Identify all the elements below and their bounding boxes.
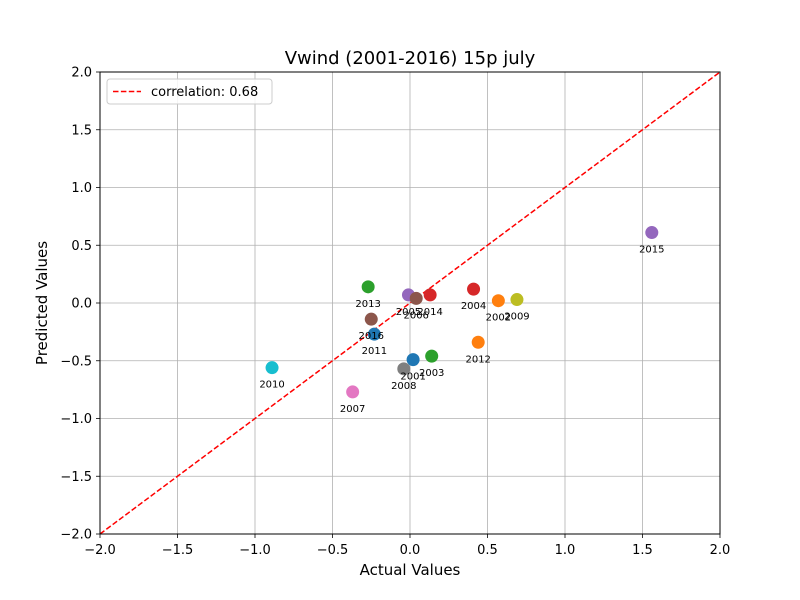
x-tick-label: −1.5 [162,543,194,558]
data-point-2015 [645,226,659,240]
data-point-2004 [467,282,481,296]
y-tick-label: −0.5 [60,354,92,369]
point-label-2005: 2005 [396,307,421,318]
y-tick-label: −1.0 [60,412,92,427]
y-tick-label: 1.5 [71,123,92,138]
point-label-2004: 2004 [461,301,486,312]
chart-title: Vwind (2001-2016) 15p july [285,48,536,69]
correlation-line [99,71,721,535]
y-tick-label: 2.0 [71,66,92,81]
data-point-2001 [406,353,420,367]
x-axis-ticks: −2.0 −1.5 −1.0 −0.5 0.0 0.5 1.0 1.5 2.0 [84,534,730,558]
point-label-2002: 2002 [486,313,511,324]
y-tick-label: −2.0 [60,528,92,543]
x-tick-label: 0.0 [400,543,421,558]
data-point-2010 [265,361,279,375]
legend-box [106,78,273,105]
data-point-2014 [423,288,437,302]
x-tick-label: −0.5 [317,543,349,558]
y-tick-label: −1.5 [60,470,92,485]
legend-entry-correlation: correlation: 0.68 [151,85,258,100]
y-tick-label: 0.5 [71,239,92,254]
data-points [265,226,659,399]
point-label-2013: 2013 [355,299,380,310]
data-point-2016 [364,312,378,326]
x-tick-label: 0.5 [477,543,498,558]
y-tick-label: 0.0 [71,297,92,312]
x-tick-label: 1.5 [632,543,653,558]
point-label-2010: 2010 [259,380,284,391]
data-point-2013 [361,280,375,294]
point-label-2001: 2001 [400,372,425,383]
data-point-2008 [397,362,411,376]
x-tick-label: 1.0 [555,543,576,558]
data-point-2007 [346,385,360,399]
point-label-2016: 2016 [359,331,384,342]
data-point-2003 [425,349,439,363]
data-point-2002 [491,294,505,308]
x-axis-title: Actual Values [360,561,461,579]
data-point-2009 [510,293,524,307]
data-point-2006 [409,291,423,305]
point-label-2007: 2007 [340,404,365,415]
point-label-2011: 2011 [362,346,387,357]
point-label-2008: 2008 [391,381,416,392]
point-label-2014: 2014 [417,307,442,318]
x-tick-label: −1.0 [239,543,271,558]
point-label-2012: 2012 [465,354,490,365]
reference-line [99,71,721,535]
x-tick-label: −2.0 [84,543,116,558]
data-point-2011 [367,327,381,341]
data-point-2012 [471,335,485,349]
legend: correlation: 0.68 [106,78,273,105]
y-axis-title: Predicted Values [33,241,51,365]
point-label-2009: 2009 [504,312,529,323]
point-label-2006: 2006 [403,310,428,321]
x-tick-label: 2.0 [710,543,731,558]
y-tick-label: 1.0 [71,181,92,196]
point-label-2003: 2003 [419,368,444,379]
point-label-2015: 2015 [639,245,664,256]
grid-lines [99,71,721,535]
y-axis-ticks: −2.0 −1.5 −1.0 −0.5 0.0 0.5 1.0 1.5 2.0 [60,66,100,543]
